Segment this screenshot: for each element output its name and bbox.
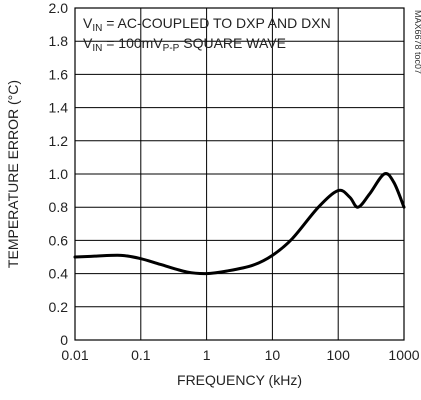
y-tick-label: 0.4 [49, 266, 69, 282]
x-tick-label: 0.1 [131, 347, 151, 363]
x-tick-label: 0.01 [61, 347, 88, 363]
annotation-1-main: V [83, 15, 93, 31]
annotation-2-rest: = 100mV [102, 35, 163, 51]
x-tick-label: 10 [265, 347, 281, 363]
annotation-2-rest2: SQUARE WAVE [179, 35, 286, 51]
x-axis-ticks: 0.01 0.1 1 10 100 1000 [61, 347, 419, 363]
y-tick-label: 0.6 [49, 232, 69, 248]
x-tick-label: 100 [327, 347, 351, 363]
annotation-2-sub2: P-P [163, 43, 180, 54]
y-tick-label: 1.6 [49, 66, 69, 82]
y-tick-label: 0.2 [49, 299, 69, 315]
y-tick-label: 0 [60, 332, 68, 348]
y-axis-ticks: 0 0.2 0.4 0.6 0.8 1.0 1.2 1.4 1.6 1.8 2.0 [49, 0, 69, 348]
y-axis-title: TEMPERATURE ERROR (°C) [5, 80, 21, 268]
annotation-line-2: VIN = 100mVP-P SQUARE WAVE [83, 35, 286, 54]
annotation-1-sub: IN [92, 23, 102, 34]
annotation-2-main: V [83, 35, 93, 51]
y-tick-label: 2.0 [49, 0, 69, 16]
y-tick-label: 1.4 [49, 100, 69, 116]
x-axis-title: FREQUENCY (kHz) [177, 372, 302, 388]
annotation-line-1: VIN = AC-COUPLED TO DXP AND DXN [83, 15, 331, 34]
chart-id-label: MAX6678 toc07 [413, 10, 421, 74]
grid [74, 7, 405, 341]
y-tick-label: 0.8 [49, 199, 69, 215]
y-tick-label: 1.0 [49, 166, 69, 182]
y-tick-label: 1.8 [49, 33, 69, 49]
x-tick-label: 1 [203, 347, 211, 363]
annotation-2-sub: IN [92, 43, 102, 54]
annotation-1-rest: = AC-COUPLED TO DXP AND DXN [102, 15, 330, 31]
plot-frame [74, 7, 405, 341]
y-tick-label: 1.2 [49, 133, 69, 149]
series-line-temperature-error [73, 172, 406, 276]
x-tick-label: 1000 [388, 347, 419, 363]
